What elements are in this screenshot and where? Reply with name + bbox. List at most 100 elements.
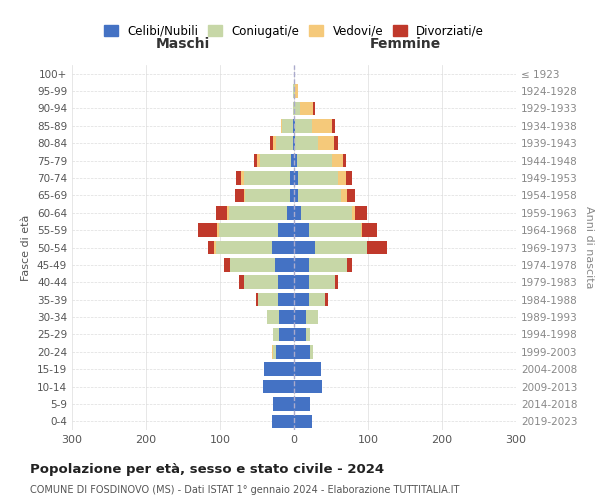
Bar (294, 136, 295, 150)
Bar (352, 206, 355, 220)
Bar (287, 206, 294, 220)
Bar (295, 84, 298, 98)
Bar (290, 171, 294, 185)
Bar (272, 414, 294, 428)
Bar (309, 293, 325, 306)
Bar (325, 293, 328, 306)
Bar (309, 276, 335, 289)
Bar (241, 171, 244, 185)
Bar (236, 171, 241, 185)
Bar (276, 136, 293, 150)
Bar (279, 328, 294, 341)
Bar (208, 240, 214, 254)
Bar (235, 188, 244, 202)
Bar (341, 188, 347, 202)
Bar (332, 154, 343, 168)
Bar (230, 258, 275, 272)
Bar (254, 154, 257, 168)
Bar (244, 188, 245, 202)
Bar (259, 293, 278, 306)
Bar (343, 154, 346, 168)
Bar (279, 310, 294, 324)
Bar (268, 310, 279, 324)
Bar (294, 276, 309, 289)
Bar (306, 310, 317, 324)
Bar (294, 84, 295, 98)
Bar (332, 119, 335, 132)
Bar (294, 397, 310, 410)
Bar (306, 328, 310, 341)
Bar (217, 224, 218, 237)
Bar (294, 224, 309, 237)
Bar (215, 240, 272, 254)
Bar (273, 328, 279, 341)
Bar (215, 206, 227, 220)
Bar (294, 293, 309, 306)
Bar (278, 293, 294, 306)
Bar (244, 276, 278, 289)
Bar (347, 258, 352, 272)
Bar (273, 136, 276, 150)
Bar (265, 362, 294, 376)
Bar (224, 258, 230, 272)
Bar (312, 119, 332, 132)
Bar (338, 171, 346, 185)
Bar (290, 188, 294, 202)
Bar (315, 240, 367, 254)
Bar (295, 136, 317, 150)
Bar (294, 345, 310, 358)
Text: Maschi: Maschi (156, 37, 210, 51)
Bar (275, 345, 294, 358)
Bar (309, 258, 347, 272)
Bar (257, 154, 260, 168)
Bar (294, 240, 315, 254)
Legend: Celibi/Nubili, Coniugati/e, Vedovi/e, Divorziati/e: Celibi/Nubili, Coniugati/e, Vedovi/e, Di… (99, 20, 489, 42)
Bar (295, 119, 312, 132)
Bar (229, 206, 287, 220)
Bar (275, 258, 294, 272)
Bar (198, 224, 217, 237)
Bar (294, 206, 301, 220)
Bar (294, 102, 300, 115)
Bar (293, 136, 294, 150)
Bar (294, 154, 297, 168)
Bar (244, 171, 290, 185)
Bar (293, 119, 294, 132)
Bar (335, 276, 338, 289)
Bar (298, 171, 338, 185)
Bar (297, 154, 332, 168)
Bar (294, 119, 295, 132)
Bar (282, 119, 293, 132)
Bar (278, 276, 294, 289)
Bar (294, 188, 298, 202)
Text: Femmine: Femmine (370, 37, 440, 51)
Bar (239, 276, 244, 289)
Bar (293, 102, 294, 115)
Bar (293, 84, 294, 98)
Bar (300, 102, 313, 115)
Bar (294, 380, 322, 394)
Bar (355, 206, 367, 220)
Bar (263, 380, 294, 394)
Bar (347, 188, 355, 202)
Bar (245, 188, 290, 202)
Bar (278, 224, 294, 237)
Bar (309, 224, 361, 237)
Bar (271, 136, 273, 150)
Text: Popolazione per età, sesso e stato civile - 2024: Popolazione per età, sesso e stato civil… (30, 462, 384, 475)
Bar (362, 224, 377, 237)
Bar (334, 136, 338, 150)
Bar (218, 224, 278, 237)
Y-axis label: Fasce di età: Fasce di età (22, 214, 31, 280)
Text: COMUNE DI FOSDINOVO (MS) - Dati ISTAT 1° gennaio 2024 - Elaborazione TUTTITALIA.: COMUNE DI FOSDINOVO (MS) - Dati ISTAT 1°… (30, 485, 460, 495)
Bar (367, 240, 387, 254)
Bar (273, 397, 294, 410)
Bar (301, 206, 352, 220)
Bar (294, 328, 306, 341)
Bar (313, 102, 315, 115)
Bar (294, 171, 298, 185)
Bar (281, 119, 282, 132)
Bar (214, 240, 215, 254)
Bar (260, 154, 291, 168)
Bar (294, 258, 309, 272)
